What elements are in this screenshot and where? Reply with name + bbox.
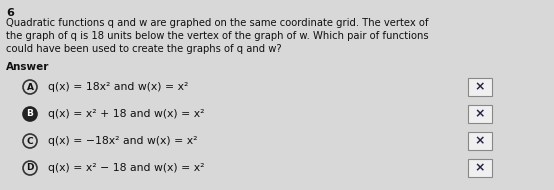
Text: Answer: Answer (6, 62, 49, 72)
Text: q(x) = 18x² and w(x) = x²: q(x) = 18x² and w(x) = x² (48, 82, 188, 92)
Text: A: A (27, 82, 33, 92)
Text: ×: × (475, 81, 485, 93)
Text: ×: × (475, 135, 485, 147)
Text: the graph of q is 18 units below the vertex of the graph of w. Which pair of fun: the graph of q is 18 units below the ver… (6, 31, 429, 41)
FancyBboxPatch shape (468, 132, 492, 150)
Text: q(x) = x² + 18 and w(x) = x²: q(x) = x² + 18 and w(x) = x² (48, 109, 204, 119)
Text: D: D (26, 164, 34, 173)
FancyBboxPatch shape (468, 105, 492, 123)
FancyBboxPatch shape (468, 159, 492, 177)
Text: q(x) = x² − 18 and w(x) = x²: q(x) = x² − 18 and w(x) = x² (48, 163, 204, 173)
FancyBboxPatch shape (468, 78, 492, 96)
Circle shape (23, 107, 37, 121)
Text: ×: × (475, 108, 485, 120)
Text: q(x) = −18x² and w(x) = x²: q(x) = −18x² and w(x) = x² (48, 136, 197, 146)
Text: C: C (27, 136, 33, 146)
Text: ×: × (475, 162, 485, 174)
Text: 6: 6 (6, 8, 14, 18)
Text: B: B (27, 109, 33, 119)
Text: could have been used to create the graphs of q and w?: could have been used to create the graph… (6, 44, 281, 54)
Text: Quadratic functions q and w are graphed on the same coordinate grid. The vertex : Quadratic functions q and w are graphed … (6, 18, 428, 28)
